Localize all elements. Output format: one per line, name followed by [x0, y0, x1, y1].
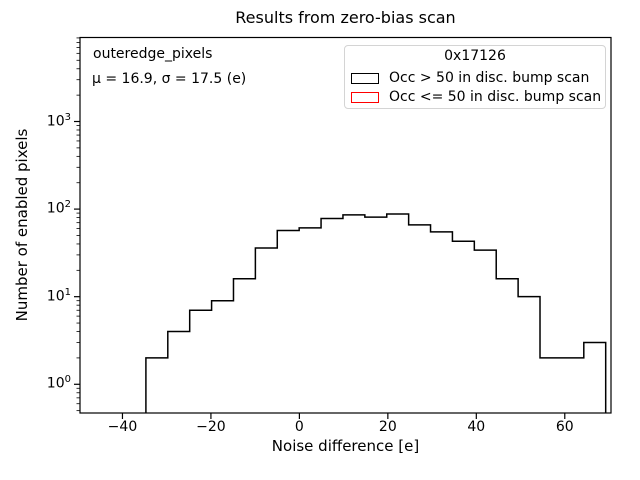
x-tick-label: −40: [107, 419, 138, 435]
y-axis-label: Number of enabled pixels: [13, 128, 31, 322]
x-tick-label: 40: [467, 419, 486, 435]
annotation-stats: μ = 16.9, σ = 17.5 (e): [92, 71, 247, 87]
x-axis-label: Noise difference [e]: [271, 437, 420, 455]
legend-label: Occ > 50 in disc. bump scan: [389, 70, 590, 86]
legend-entry: Occ > 50 in disc. bump scan: [351, 70, 589, 86]
histogram-path: [145, 213, 607, 413]
x-tick-label: 60: [555, 419, 574, 435]
plot-border: [79, 36, 612, 414]
x-tick-label: −20: [196, 419, 226, 435]
y-tick-label: 101: [46, 286, 71, 305]
legend-patch-black: [351, 72, 379, 84]
legend-title: 0x17126: [444, 48, 506, 64]
legend: 0x17126 Occ > 50 in disc. bump scan Occ …: [344, 45, 606, 109]
y-tick-label: 100: [46, 374, 71, 392]
annotation-dataset-name: outeredge_pixels: [93, 46, 213, 62]
x-tick-label: 20: [378, 419, 397, 435]
legend-entry: Occ <= 50 in disc. bump scan: [351, 89, 601, 105]
chart-title: Results from zero-bias scan: [235, 8, 456, 27]
legend-label: Occ <= 50 in disc. bump scan: [389, 89, 602, 105]
y-tick-label: 102: [46, 199, 71, 217]
x-tick-label: 0: [294, 419, 304, 435]
y-tick-label: 103: [46, 111, 71, 130]
legend-patch-red: [351, 91, 379, 103]
